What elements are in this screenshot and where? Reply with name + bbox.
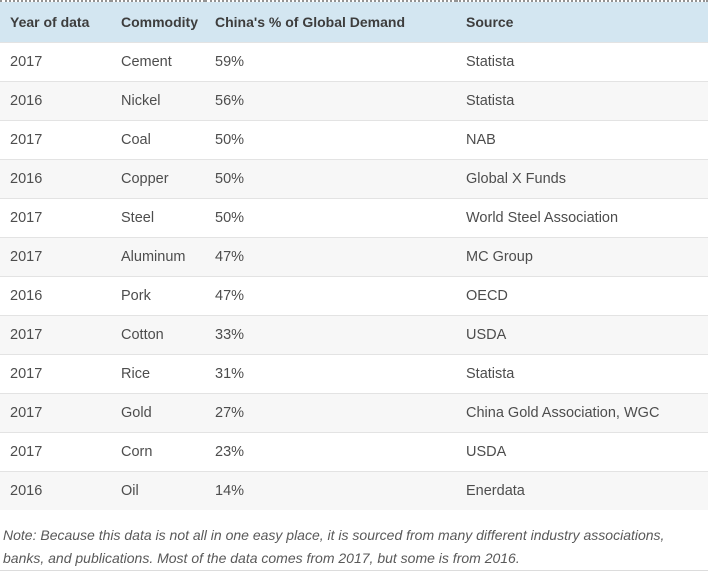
cell-percent: 47% xyxy=(205,237,456,277)
table-row: 2016 Pork 47% OECD xyxy=(0,276,708,316)
cell-percent: 50% xyxy=(205,159,456,199)
cell-year: 2017 xyxy=(0,237,111,277)
china-demand-table: Year of data Commodity China's % of Glob… xyxy=(0,0,708,510)
table-row: 2016 Copper 50% Global X Funds xyxy=(0,159,708,199)
cell-commodity: Gold xyxy=(111,393,205,433)
cell-percent: 31% xyxy=(205,354,456,394)
cell-percent: 56% xyxy=(205,81,456,121)
cell-commodity: Pork xyxy=(111,276,205,316)
cell-commodity: Corn xyxy=(111,432,205,472)
cell-source: USDA xyxy=(456,315,708,355)
cell-year: 2017 xyxy=(0,42,111,82)
table-row: 2017 Cotton 33% USDA xyxy=(0,315,708,355)
column-header-commodity: Commodity xyxy=(111,1,205,43)
column-header-percent: China's % of Global Demand xyxy=(205,1,456,43)
cell-commodity: Oil xyxy=(111,471,205,510)
table-row: 2017 Steel 50% World Steel Association xyxy=(0,198,708,238)
cell-year: 2017 xyxy=(0,315,111,355)
cell-commodity: Coal xyxy=(111,120,205,160)
cell-source: China Gold Association, WGC xyxy=(456,393,708,433)
cell-source: OECD xyxy=(456,276,708,316)
column-header-year: Year of data xyxy=(0,1,111,43)
cell-year: 2017 xyxy=(0,393,111,433)
table-body: 2017 Cement 59% Statista 2016 Nickel 56% Statis… xyxy=(0,42,708,510)
cell-percent: 59% xyxy=(205,42,456,82)
cell-commodity: Copper xyxy=(111,159,205,199)
cell-percent: 50% xyxy=(205,120,456,160)
cell-year: 2017 xyxy=(0,120,111,160)
table-row: 2016 Oil 14% Enerdata xyxy=(0,471,708,510)
cell-percent: 50% xyxy=(205,198,456,238)
cell-commodity: Cotton xyxy=(111,315,205,355)
cell-source: Enerdata xyxy=(456,471,708,510)
cell-source: USDA xyxy=(456,432,708,472)
cell-year: 2016 xyxy=(0,276,111,316)
cell-commodity: Aluminum xyxy=(111,237,205,277)
cell-year: 2017 xyxy=(0,432,111,472)
cell-year: 2016 xyxy=(0,159,111,199)
table-row: 2017 Coal 50% NAB xyxy=(0,120,708,160)
cell-commodity: Cement xyxy=(111,42,205,82)
cell-source: Statista xyxy=(456,81,708,121)
cell-year: 2016 xyxy=(0,471,111,510)
table-row: 2016 Nickel 56% Statista xyxy=(0,81,708,121)
table-row: 2017 Gold 27% China Gold Association, WGC xyxy=(0,393,708,433)
table-row: 2017 Cement 59% Statista xyxy=(0,42,708,82)
column-header-source: Source xyxy=(456,1,708,43)
cell-year: 2017 xyxy=(0,354,111,394)
header-row: Year of data Commodity China's % of Glob… xyxy=(0,1,708,43)
cell-year: 2017 xyxy=(0,198,111,238)
footnote: Note: Because this data is not all in on… xyxy=(3,527,665,566)
cell-percent: 47% xyxy=(205,276,456,316)
cell-commodity: Steel xyxy=(111,198,205,238)
cell-source: Global X Funds xyxy=(456,159,708,199)
table-row: 2017 Rice 31% Statista xyxy=(0,354,708,394)
cell-percent: 14% xyxy=(205,471,456,510)
cell-percent: 33% xyxy=(205,315,456,355)
cell-year: 2016 xyxy=(0,81,111,121)
cell-source: Statista xyxy=(456,354,708,394)
table-header: Year of data Commodity China's % of Glob… xyxy=(0,1,708,43)
cell-commodity: Rice xyxy=(111,354,205,394)
cell-source: World Steel Association xyxy=(456,198,708,238)
cell-source: MC Group xyxy=(456,237,708,277)
cell-source: NAB xyxy=(456,120,708,160)
cell-percent: 23% xyxy=(205,432,456,472)
cell-source: Statista xyxy=(456,42,708,82)
table-row: 2017 Aluminum 47% MC Group xyxy=(0,237,708,277)
cell-commodity: Nickel xyxy=(111,81,205,121)
cell-percent: 27% xyxy=(205,393,456,433)
table-row: 2017 Corn 23% USDA xyxy=(0,432,708,472)
